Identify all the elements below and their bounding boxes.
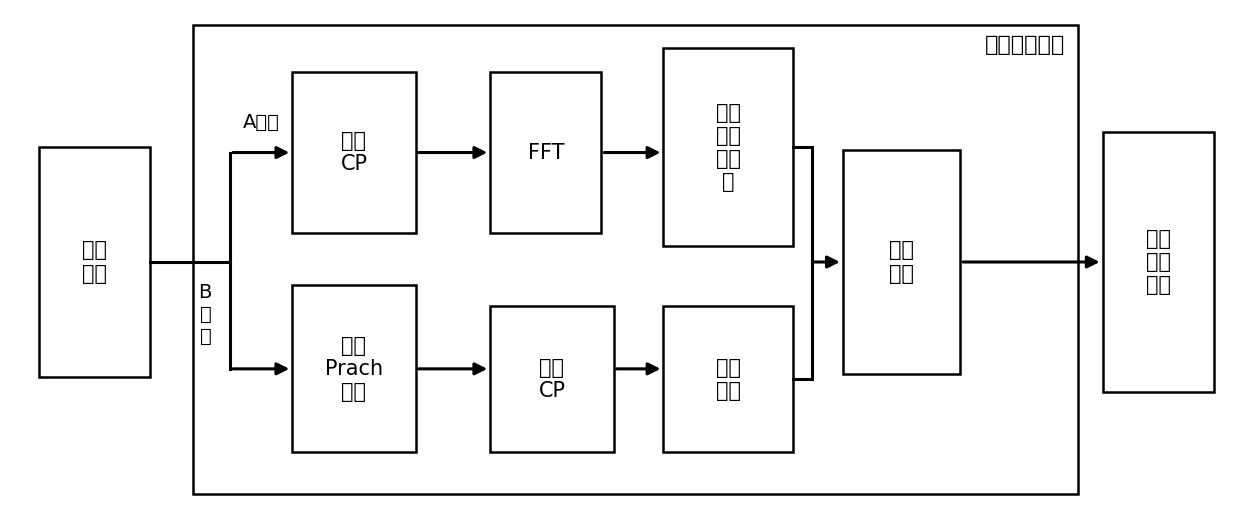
Bar	[1102, 132, 1214, 392]
Text: 基带
处理
单元: 基带 处理 单元	[1146, 229, 1171, 295]
Text: 中频
处理: 中频 处理	[82, 241, 107, 283]
Text: 获取
Prach
信息: 获取 Prach 信息	[325, 336, 383, 402]
Text: 去除
CP: 去除 CP	[341, 131, 367, 174]
Text: 去除
CP: 去除 CP	[538, 358, 565, 401]
Text: 滤波
抽取: 滤波 抽取	[715, 358, 740, 401]
Bar	[663, 48, 794, 246]
Text: A分支: A分支	[243, 113, 279, 132]
Bar	[193, 25, 1078, 494]
Bar	[490, 307, 614, 452]
Bar	[663, 307, 794, 452]
Text: B
分
支: B 分 支	[198, 283, 212, 346]
Bar	[38, 147, 150, 377]
Text: 射频拉远模块: 射频拉远模块	[985, 35, 1065, 55]
Bar	[293, 286, 415, 452]
Text: 传输
单元: 传输 单元	[889, 241, 914, 283]
Text: FFT: FFT	[527, 143, 564, 162]
Bar	[843, 150, 960, 374]
Text: 移除
虚拟
子载
波: 移除 虚拟 子载 波	[715, 103, 740, 192]
Bar	[293, 72, 415, 233]
Bar	[490, 72, 601, 233]
